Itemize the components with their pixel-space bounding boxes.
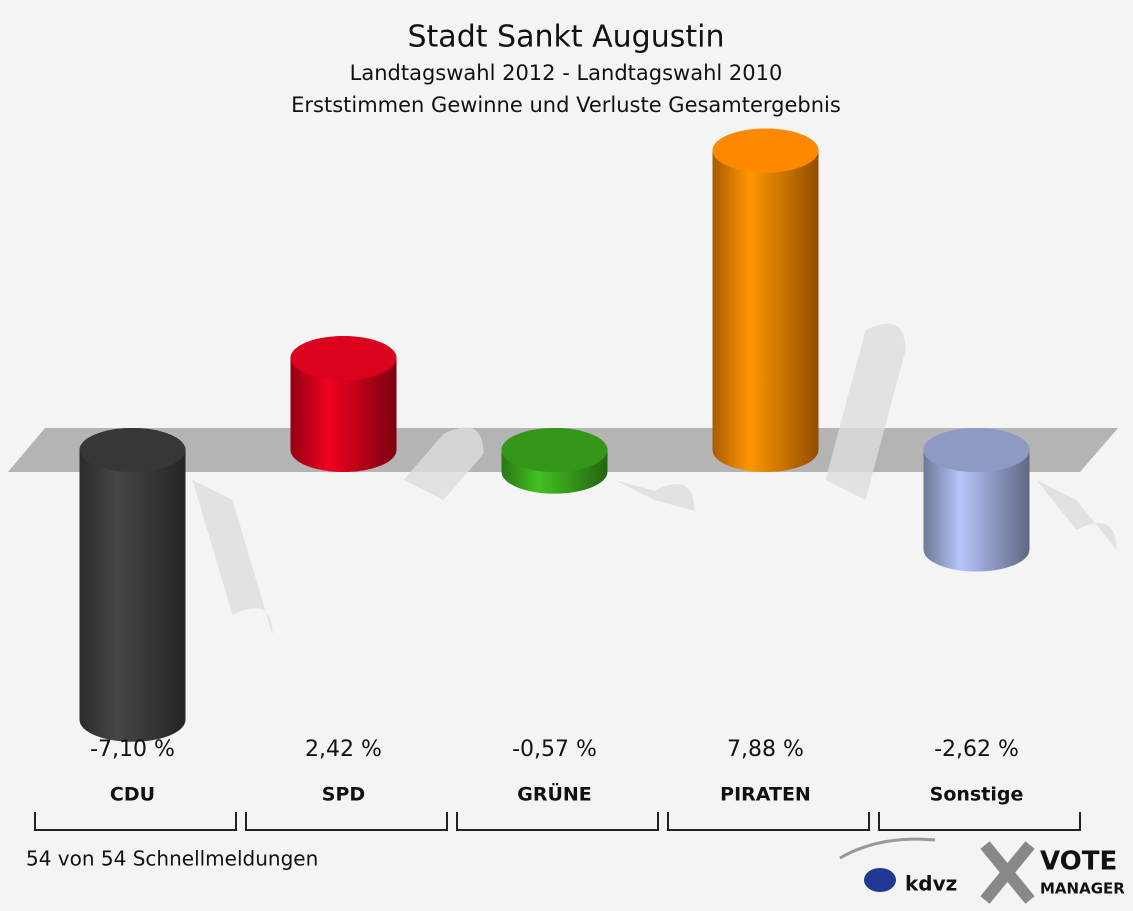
bar-cap [79,428,186,472]
category-bracket [456,812,659,831]
bar-cap [290,336,397,381]
footer: 54 von 54 Schnellmeldungen [26,847,318,871]
logo-swoosh [839,837,936,860]
chart-subtitle: Landtagswahl 2012 - Landtagswahl 2010 [350,61,783,85]
category-bracket [667,812,870,831]
bar [79,428,186,742]
x-tick-label: Sonstige [930,784,1024,806]
bar-shadow [1036,480,1117,550]
logo-text: VOTE [1040,847,1117,877]
value-label: -7,10 % [90,737,175,762]
value-label: -2,62 % [934,737,1019,762]
bar-shadow [192,480,273,635]
bar-shadow [403,427,484,500]
bar-shadow [614,480,695,511]
logo-cross [980,841,1035,904]
bar-cap [712,128,819,173]
value-label: 7,88 % [727,737,804,762]
bar-shadow [825,323,906,500]
logo-dot [864,868,896,892]
category-bracket [878,812,1081,831]
value-label: 2,42 % [305,737,382,762]
x-tick-label: SPD [322,784,365,806]
logo: kdvz VOTE MANAGER [839,837,1125,904]
bar [712,128,819,472]
category-bracket [245,812,448,831]
logo-text: MANAGER [1040,880,1125,898]
x-tick-label: PIRATEN [720,784,811,806]
bar-cap [501,428,608,472]
value-label: -0,57 % [512,737,597,762]
x-tick-label: CDU [110,784,155,806]
bar-cap [923,428,1030,472]
chart-subtitle: Erststimmen Gewinne und Verluste Gesamte… [291,93,841,117]
category-bracket [34,812,237,831]
chart-title: Stadt Sankt Augustin [408,20,725,55]
logo-text: kdvz [905,872,957,896]
x-tick-label: GRÜNE [517,782,592,806]
